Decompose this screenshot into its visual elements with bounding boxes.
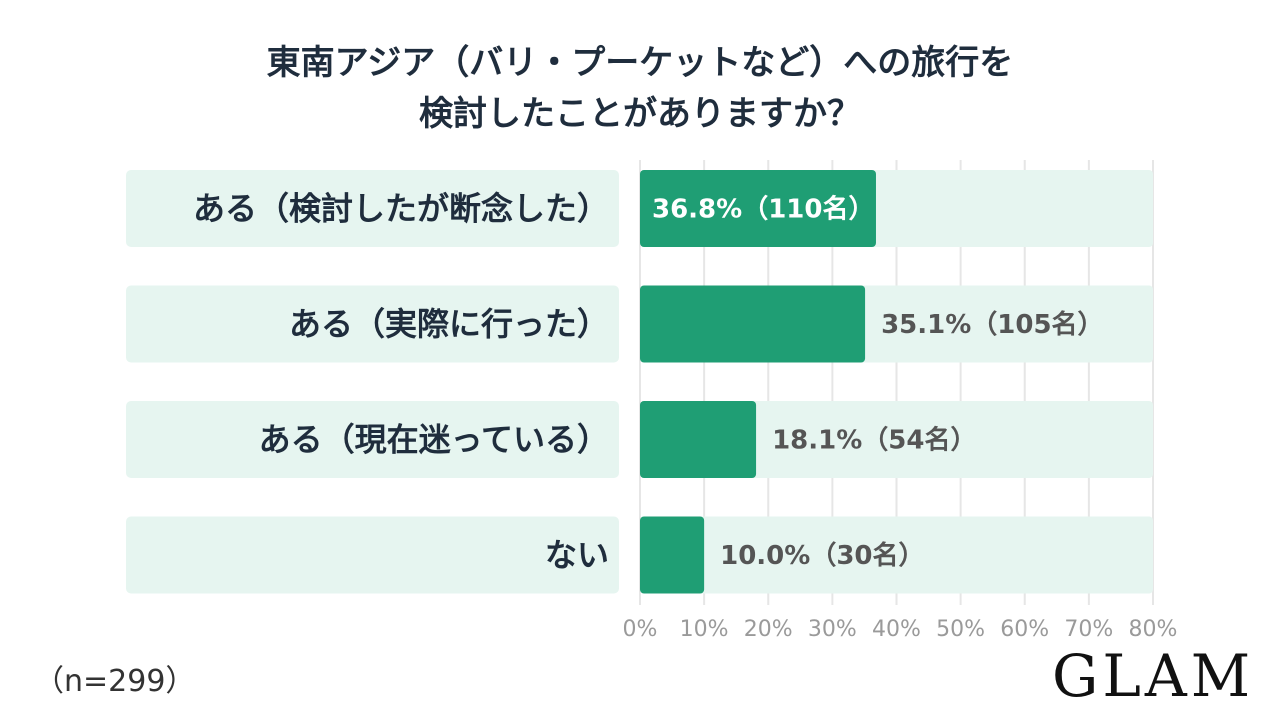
data-label: 10.0%（30名） — [720, 540, 924, 571]
bar — [640, 170, 876, 247]
glam-logo: GLAM — [1052, 642, 1255, 710]
chart-title-line-1: 東南アジア（バリ・プーケットなど）への旅行を — [266, 43, 1014, 83]
bar — [640, 285, 866, 363]
category-label-box — [126, 516, 619, 594]
chart-title-line-2: 検討したことがありますか？ — [419, 94, 861, 134]
category-label-box — [126, 170, 619, 247]
bar — [640, 401, 757, 478]
category-label: ある（検討したが断念した） — [193, 190, 609, 228]
x-tick-label: 50% — [936, 617, 985, 642]
bar-track — [640, 401, 1153, 478]
data-label: 35.1%（105名） — [881, 309, 1103, 340]
bars — [640, 170, 876, 594]
bar-tracks — [126, 170, 1153, 594]
x-tick-label: 30% — [808, 617, 857, 642]
category-label: ある（現在迷っている） — [259, 421, 609, 459]
labels: ある（検討したが断念した） 36.8%（110名） ある（実際に行った） 35.1%（… — [193, 190, 1104, 575]
category-label-box — [126, 401, 619, 478]
category-label: ある（実際に行った） — [289, 305, 609, 343]
x-tick-label: 80% — [1129, 617, 1178, 642]
x-tick-label: 0% — [623, 617, 658, 642]
category-label: ない — [545, 536, 609, 574]
data-label: 18.1%（54名） — [772, 425, 976, 456]
x-tick-label: 10% — [680, 617, 729, 642]
x-tick-label: 70% — [1064, 617, 1113, 642]
x-tick-label: 20% — [744, 617, 793, 642]
category-label-box — [126, 285, 619, 363]
bar-track — [640, 516, 1153, 594]
x-tick-label: 40% — [872, 617, 921, 642]
bar — [640, 516, 705, 594]
sample-size-note: （n=299） — [34, 664, 196, 699]
data-label: 36.8%（110名） — [652, 194, 874, 225]
x-tick-label: 60% — [1000, 617, 1049, 642]
chart-title: 東南アジア（バリ・プーケットなど）への旅行を 検討したことがありますか？ — [0, 38, 1280, 140]
